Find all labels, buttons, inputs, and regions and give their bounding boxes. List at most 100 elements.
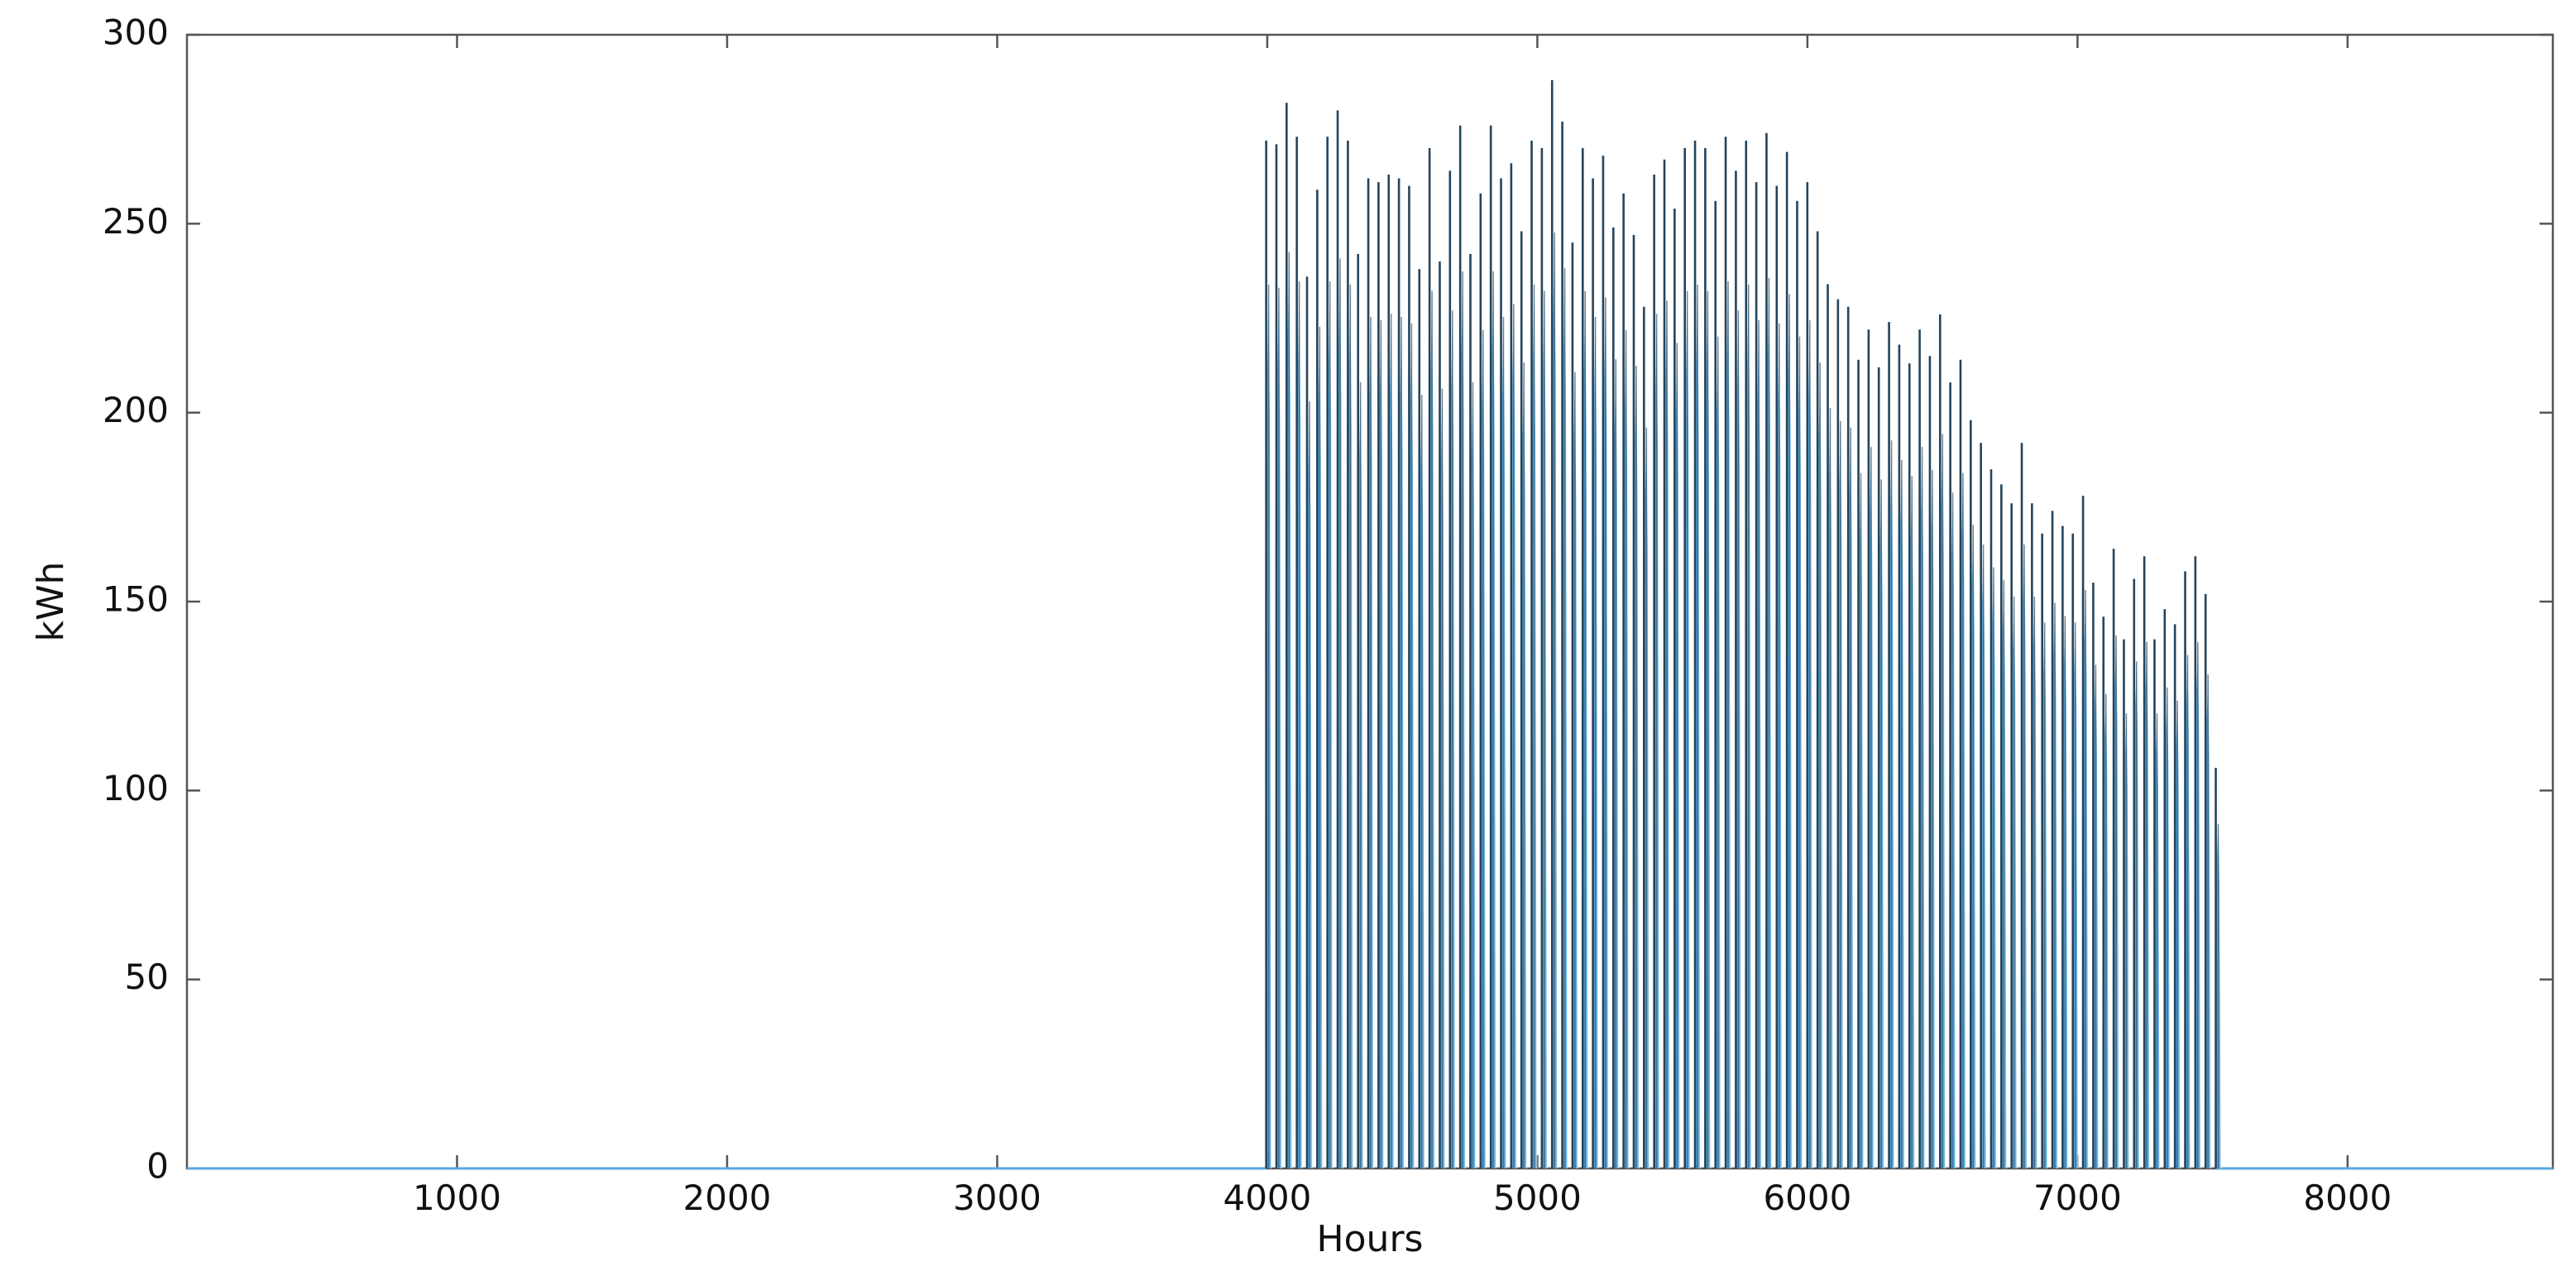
series-day-cycle (1377, 182, 1389, 1169)
series-day-cycle (2092, 583, 2104, 1168)
x-tick-label: 7000 (2033, 1178, 2122, 1218)
series-day-cycle (2194, 556, 2206, 1168)
series-day-cycle (1581, 148, 1593, 1168)
series-day-cycle (1632, 235, 1645, 1168)
series-day-cycle (1479, 193, 1491, 1168)
series-day-cycle (1877, 367, 1889, 1168)
series-day-cycle (1918, 329, 1930, 1168)
series-day-cycle (1286, 103, 1297, 1169)
series-day-cycle (2010, 503, 2023, 1168)
series-day-cycle (1693, 140, 1706, 1168)
x-tick-label: 3000 (953, 1178, 1041, 1218)
series-day-cycle (2153, 639, 2165, 1168)
series-day-cycle (1970, 420, 1981, 1168)
series-day-cycle (1439, 261, 1450, 1168)
series-day-cycle (1928, 356, 1941, 1169)
y-tick-label: 0 (146, 1146, 169, 1187)
y-tick-label: 300 (103, 12, 169, 53)
series-day-cycle (1663, 159, 1675, 1169)
series-day-cycle (1806, 182, 1818, 1169)
series-day-cycle (2112, 549, 2124, 1168)
series-day-cycle (2184, 571, 2195, 1168)
series-day-cycle (1458, 125, 1471, 1169)
x-axis-label: Hours (1317, 1218, 1424, 1260)
series-day-cycle (1367, 178, 1379, 1169)
series-day-cycle (1357, 253, 1369, 1168)
series-day-cycle (2041, 533, 2053, 1168)
series-day-cycle (2123, 639, 2134, 1168)
series-day-cycle (1867, 329, 1879, 1168)
series-day-cycle (1949, 382, 1961, 1169)
x-tick-label: 1000 (413, 1178, 501, 1218)
series-day-cycle (1980, 443, 1991, 1168)
series-group (187, 79, 2553, 1170)
series-day-cycle (2071, 533, 2084, 1168)
series-day-cycle (1305, 276, 1318, 1169)
series-day-cycle (2143, 556, 2155, 1168)
series-day-cycle (1469, 253, 1481, 1168)
x-tick-label: 6000 (1763, 1178, 1851, 1218)
series-day-cycle (1510, 163, 1522, 1169)
series-day-cycle (1387, 174, 1400, 1168)
series-day-cycle (1745, 140, 1757, 1168)
series-day-cycle (1336, 110, 1348, 1168)
x-tick-label: 2000 (683, 1178, 772, 1218)
series-day-cycle (2061, 525, 2073, 1168)
series-day-cycle (1908, 363, 1920, 1168)
series-day-cycle (2204, 593, 2216, 1168)
series-day-cycle (1765, 132, 1777, 1168)
y-tick-label: 150 (103, 579, 169, 620)
series-day-cycle (1796, 200, 1808, 1168)
y-axis-label: kWh (30, 562, 72, 642)
series-day-cycle (1836, 299, 1849, 1169)
series-day-cycle (1397, 178, 1410, 1169)
series-day-cycle (2031, 503, 2042, 1168)
y-tick-label: 100 (103, 768, 169, 808)
series-day-cycle (1418, 269, 1430, 1169)
series-day-cycle (2000, 484, 2012, 1168)
series-day-cycle (1571, 242, 1583, 1169)
series-day-cycle (1888, 322, 1899, 1169)
series-day-cycle (1857, 359, 1869, 1168)
series-day-cycle (2102, 616, 2114, 1168)
series-day-cycle (2133, 578, 2145, 1168)
series-day-cycle (1775, 185, 1788, 1169)
series-day-cycle (1295, 137, 1308, 1168)
series-day-cycle (1827, 284, 1838, 1168)
series-day-cycle (1816, 231, 1828, 1168)
series-day-cycle (1428, 148, 1440, 1168)
series-day-cycle (1530, 140, 1542, 1168)
series-day-cycle (1724, 137, 1736, 1168)
series-day-cycle (1550, 79, 1563, 1168)
x-tick-label: 5000 (1493, 1178, 1582, 1218)
series-day-cycle (1785, 151, 1798, 1169)
axis-labels: Hours kWh (30, 562, 1423, 1260)
series-day-cycle (1540, 148, 1553, 1168)
series-day-cycle (1898, 344, 1910, 1168)
series-day-cycle (1275, 144, 1287, 1168)
series-day-cycle (1704, 148, 1716, 1168)
series-day-cycle (1408, 185, 1420, 1169)
series-day-cycle (2163, 609, 2176, 1168)
series-day-cycle (1653, 174, 1665, 1168)
series-day-cycle (2020, 443, 2033, 1168)
series-day-cycle (1520, 231, 1532, 1168)
series-day-cycle (1326, 137, 1338, 1168)
series-day-cycle (1643, 306, 1654, 1168)
x-tick-label: 4000 (1223, 1178, 1311, 1218)
series-day-cycle (1611, 227, 1624, 1168)
y-ticks: 0 50 100 150 200 250 300 (103, 12, 2553, 1187)
x-tick-label: 8000 (2303, 1178, 2392, 1218)
series-day-cycle (1316, 189, 1328, 1168)
series-day-cycle (1755, 182, 1767, 1169)
x-ticks: 1000 2000 3000 4000 5000 6000 7000 8000 (413, 35, 2392, 1218)
series-day-cycle (2173, 624, 2186, 1168)
series-day-cycle (1500, 178, 1511, 1169)
series-day-cycle (2051, 511, 2063, 1168)
series-day-cycle (1448, 170, 1461, 1168)
series-day-cycle (1959, 359, 1971, 1168)
y-tick-label: 50 (125, 957, 169, 997)
y-tick-label: 250 (103, 201, 169, 242)
series-day-cycle (1683, 148, 1696, 1168)
